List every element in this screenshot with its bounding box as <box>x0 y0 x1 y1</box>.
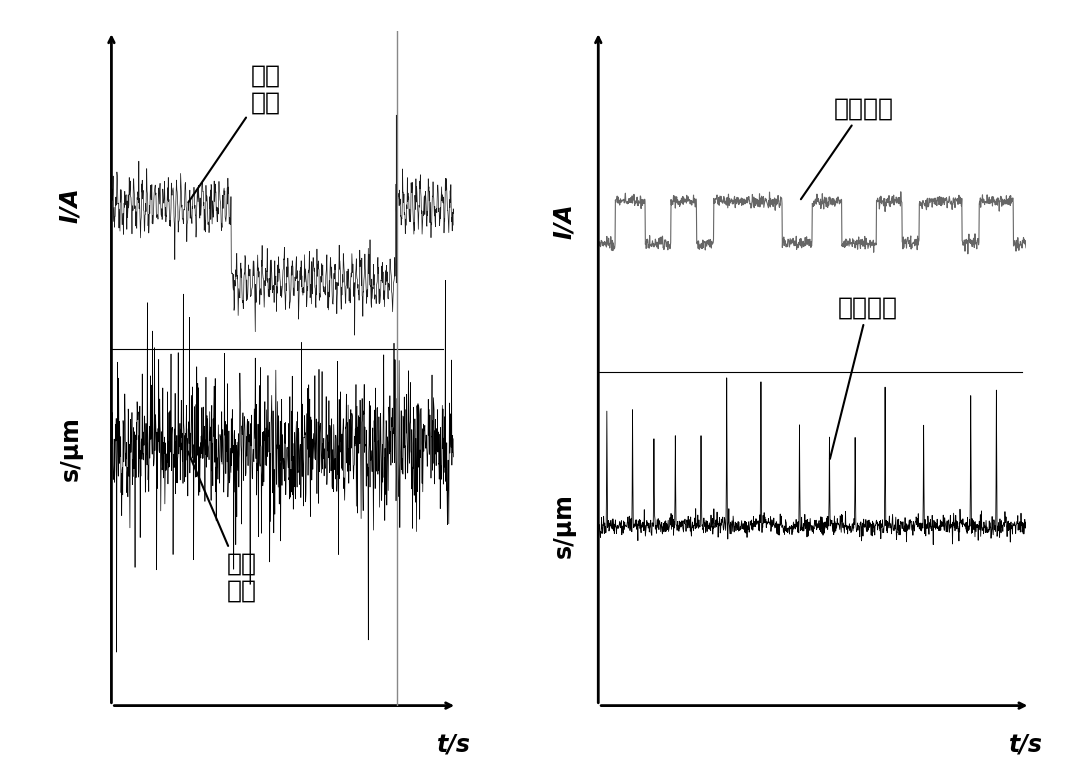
Text: s/μm: s/μm <box>552 493 576 558</box>
Text: 振动曲线: 振动曲线 <box>829 296 897 459</box>
Text: 振动
曲线: 振动 曲线 <box>188 452 256 603</box>
Text: s/μm: s/μm <box>58 416 82 481</box>
Text: t/s: t/s <box>1009 732 1043 756</box>
Text: 电流
曲线: 电流 曲线 <box>188 64 281 202</box>
Text: 电流曲线: 电流曲线 <box>801 96 893 199</box>
Text: t/s: t/s <box>436 732 471 756</box>
Text: I/A: I/A <box>58 187 82 223</box>
Text: I/A: I/A <box>552 203 576 238</box>
